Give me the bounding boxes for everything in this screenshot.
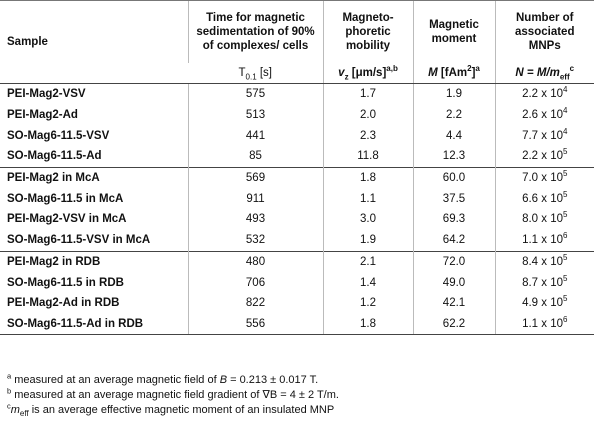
time-cell: 556	[187, 313, 323, 336]
moment-cell: 1.9	[412, 82, 495, 105]
time-cell: 706	[187, 272, 323, 293]
mnp-count-cell: 8.0 x 105	[494, 209, 594, 230]
sample-cell: SO-Mag6-11.5 in McA	[7, 192, 124, 205]
moment-cell: 62.2	[412, 313, 495, 336]
mobility-cell: 2.0	[322, 104, 413, 126]
data-table-container: Sample Time for magnetic sedimentation o…	[0, 0, 594, 336]
header-sedimentation-time: Time for magnetic sedimentation of 90% o…	[187, 0, 323, 63]
table-row: SO-Mag6-11.5 in RDB 706 1.4 49.0 8.7 x 105	[0, 272, 594, 293]
mobility-cell: 1.8	[322, 313, 413, 336]
moment-cell: 49.0	[412, 272, 495, 293]
time-cell: 575	[187, 82, 323, 105]
table-row: SO-Mag6-11.5-VSV 441 2.3 4.4 7.7 x 104	[0, 125, 594, 147]
sample-cell: SO-Mag6-11.5-VSV in McA	[7, 234, 151, 247]
table-body: PEI-Mag2-VSV 575 1.7 1.9 2.2 x 104 PEI-Mag2-A…	[0, 82, 594, 336]
time-cell: 822	[187, 292, 323, 314]
table-row: SO-Mag6-11.5 in McA 911 1.1 37.5 6.6 x 105	[0, 188, 594, 210]
sample-cell: PEI-Mag2-VSV in McA	[7, 213, 127, 226]
moment-cell: 69.3	[412, 209, 495, 230]
mobility-cell: 3.0	[322, 209, 413, 230]
sample-cell: SO-Mag6-11.5 in RDB	[7, 276, 124, 289]
header-row: Sample Time for magnetic sedimentation o…	[0, 0, 594, 84]
table-row: SO-Mag6-11.5-Ad in RDB 556 1.8 62.2 1.1 x 10…	[0, 313, 594, 336]
mobility-cell: 2.3	[322, 125, 413, 147]
mnp-count-cell: 1.1 x 106	[494, 229, 594, 251]
moment-cell: 64.2	[412, 229, 495, 251]
unit-number: N = M/meffc	[494, 63, 594, 84]
mobility-cell: 1.2	[322, 292, 413, 314]
footnote-c: cmeff is an average effective magnetic m…	[7, 401, 335, 419]
mnp-count-cell: 2.2 x 105	[494, 146, 594, 168]
time-cell: 441	[187, 125, 323, 147]
table-row: PEI-Mag2 in McA 569 1.8 60.0 7.0 x 105	[0, 166, 594, 189]
table-row: PEI-Mag2-VSV 575 1.7 1.9 2.2 x 104	[0, 82, 594, 105]
unit-row: T0.1 [s] vz [μm/s]a,b M [fAm2]a N = M/me…	[0, 63, 594, 84]
time-cell: 493	[187, 209, 323, 230]
sample-cell: SO-Mag6-11.5-VSV	[7, 129, 110, 142]
header-magnetic-moment: Magnetic moment	[412, 0, 495, 63]
moment-cell: 42.1	[412, 292, 495, 314]
time-cell: 532	[187, 229, 323, 251]
time-cell: 569	[187, 166, 323, 189]
mnp-count-cell: 4.9 x 105	[494, 292, 594, 314]
table-row: PEI-Mag2 in RDB 480 2.1 72.0 8.4 x 105	[0, 250, 594, 273]
time-cell: 480	[187, 250, 323, 273]
table-row: SO-Mag6-11.5-Ad 85 11.8 12.3 2.2 x 105	[0, 146, 594, 168]
moment-cell: 12.3	[412, 146, 495, 168]
mnp-count-cell: 8.7 x 105	[494, 272, 594, 293]
sample-cell: PEI-Mag2-VSV	[0, 82, 188, 105]
magnetic-properties-table: Sample Time for magnetic sedimentation o…	[0, 0, 594, 336]
sample-cell: PEI-Mag2-Ad	[7, 109, 78, 122]
moment-cell: 2.2	[412, 104, 495, 126]
mobility-cell: 11.8	[322, 146, 413, 168]
unit-time: T0.1 [s]	[188, 63, 323, 84]
mnp-count-cell: 8.4 x 105	[494, 250, 594, 273]
time-cell: 911	[187, 188, 323, 210]
moment-cell: 37.5	[412, 188, 495, 210]
mobility-cell: 1.9	[322, 229, 413, 251]
mnp-count-cell: 7.0 x 105	[494, 166, 594, 189]
time-cell: 85	[187, 146, 323, 168]
time-cell: 513	[187, 104, 323, 126]
mobility-cell: 1.7	[322, 82, 413, 105]
sample-cell: PEI-Mag2-Ad in RDB	[7, 297, 120, 310]
footnote-a: a measured at an average magnetic field …	[7, 371, 319, 386]
table-row: PEI-Mag2-Ad in RDB 822 1.2 42.1 4.9 x 105	[0, 292, 594, 314]
mnp-count-cell: 1.1 x 106	[494, 313, 594, 336]
sample-cell: PEI-Mag2 in McA	[0, 166, 188, 189]
mnp-count-cell: 2.2 x 104	[494, 82, 594, 105]
mobility-cell: 1.4	[322, 272, 413, 293]
header-number-mnps: Number of associated MNPs	[494, 0, 594, 63]
mnp-count-cell: 7.7 x 104	[494, 125, 594, 147]
footnote-b: b measured at an average magnetic field …	[7, 386, 339, 401]
sample-cell: SO-Mag6-11.5-Ad in RDB	[0, 313, 188, 336]
table-row: SO-Mag6-11.5-VSV in McA 532 1.9 64.2 1.1 x 1…	[0, 229, 594, 251]
moment-cell: 4.4	[412, 125, 495, 147]
table-row: PEI-Mag2-Ad 513 2.0 2.2 2.6 x 104	[0, 104, 594, 126]
mobility-cell: 1.8	[322, 166, 413, 189]
unit-mobility: vz [μm/s]a,b	[322, 63, 413, 84]
sample-cell: SO-Mag6-11.5-Ad	[7, 150, 102, 163]
mnp-count-cell: 2.6 x 104	[494, 104, 594, 126]
sample-cell: PEI-Mag2 in RDB	[0, 250, 188, 273]
mnp-count-cell: 6.6 x 105	[494, 188, 594, 210]
table-row: PEI-Mag2-VSV in McA 493 3.0 69.3 8.0 x 105	[0, 209, 594, 230]
mobility-cell: 2.1	[322, 250, 413, 273]
mobility-cell: 1.1	[322, 188, 413, 210]
moment-cell: 72.0	[412, 250, 495, 273]
header-mobility: Magneto-phoretic mobility	[322, 0, 413, 63]
header-sample: Sample	[0, 0, 188, 84]
unit-moment: M [fAm2]a	[412, 63, 495, 84]
moment-cell: 60.0	[412, 166, 495, 189]
